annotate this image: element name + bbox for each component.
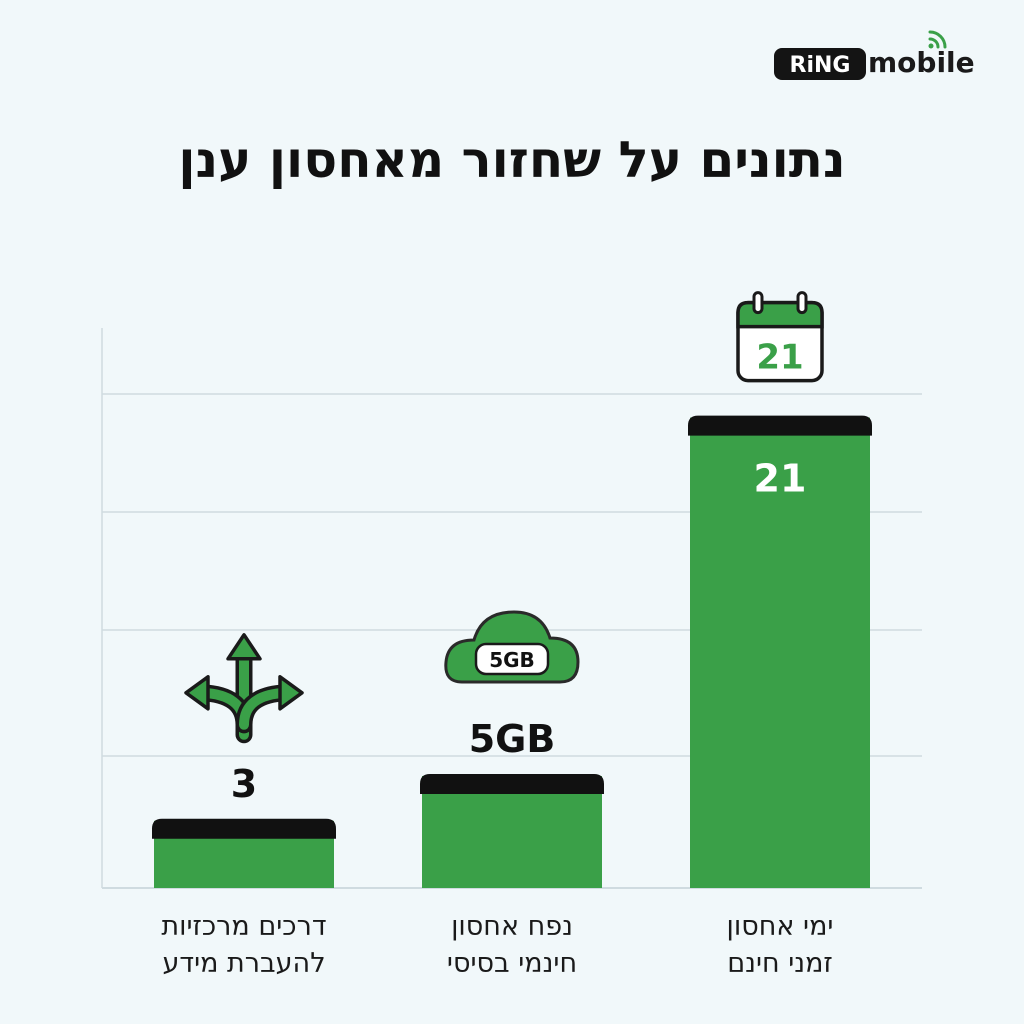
bar-value-label: 5GB [469, 717, 556, 761]
calendar-icon: 21 [736, 291, 824, 383]
cloud-icon: 5GB [444, 610, 580, 684]
bar-cap-3 [152, 818, 336, 839]
calendar-header [736, 300, 824, 329]
split-arrows-icon [184, 633, 304, 744]
wifi-signal-icon [928, 30, 947, 49]
category-label-line: ימי אחסון [726, 911, 834, 942]
calendar-icon-text: 21 [756, 338, 803, 378]
logo-text-mobile: mobile [868, 46, 975, 79]
cloud-label-pill [474, 642, 550, 676]
logo-badge [774, 48, 866, 80]
logo-text-ring: RiNG [790, 53, 851, 78]
arrow-head [184, 675, 210, 711]
chart-title: נתונים על שחזור מאחסון ענן [178, 131, 846, 189]
calendar-ring [752, 291, 764, 315]
bar-2 [422, 776, 602, 888]
bar-cap-1 [688, 415, 872, 436]
cloud-icon-text: 5GB [489, 648, 535, 672]
bar-1 [690, 417, 870, 888]
arrow-head [278, 675, 304, 711]
category-label-line: חינמי בסיסי [446, 948, 578, 979]
brand-logo: RiNG mobile [770, 28, 1000, 88]
bar-value-label: 21 [754, 457, 807, 501]
bar-cap-2 [420, 774, 604, 794]
wifi-dot [928, 43, 934, 49]
calendar-ring [796, 291, 808, 315]
category-label-line: להעברת מידע [162, 948, 326, 979]
category-label-line: זמני חינם [727, 948, 833, 979]
category-label: ימי אחסון זמני חינם [660, 908, 900, 982]
category-label-line: נפח אחסון [451, 911, 573, 942]
arrow-head [226, 633, 262, 661]
category-label: נפח אחסון חינמי בסיסי [392, 908, 632, 982]
category-label-line: דרכים מרכזיות [161, 911, 327, 942]
category-label: דרכים מרכזיות להעברת מידע [124, 908, 364, 982]
bar-value-label: 3 [231, 762, 257, 806]
